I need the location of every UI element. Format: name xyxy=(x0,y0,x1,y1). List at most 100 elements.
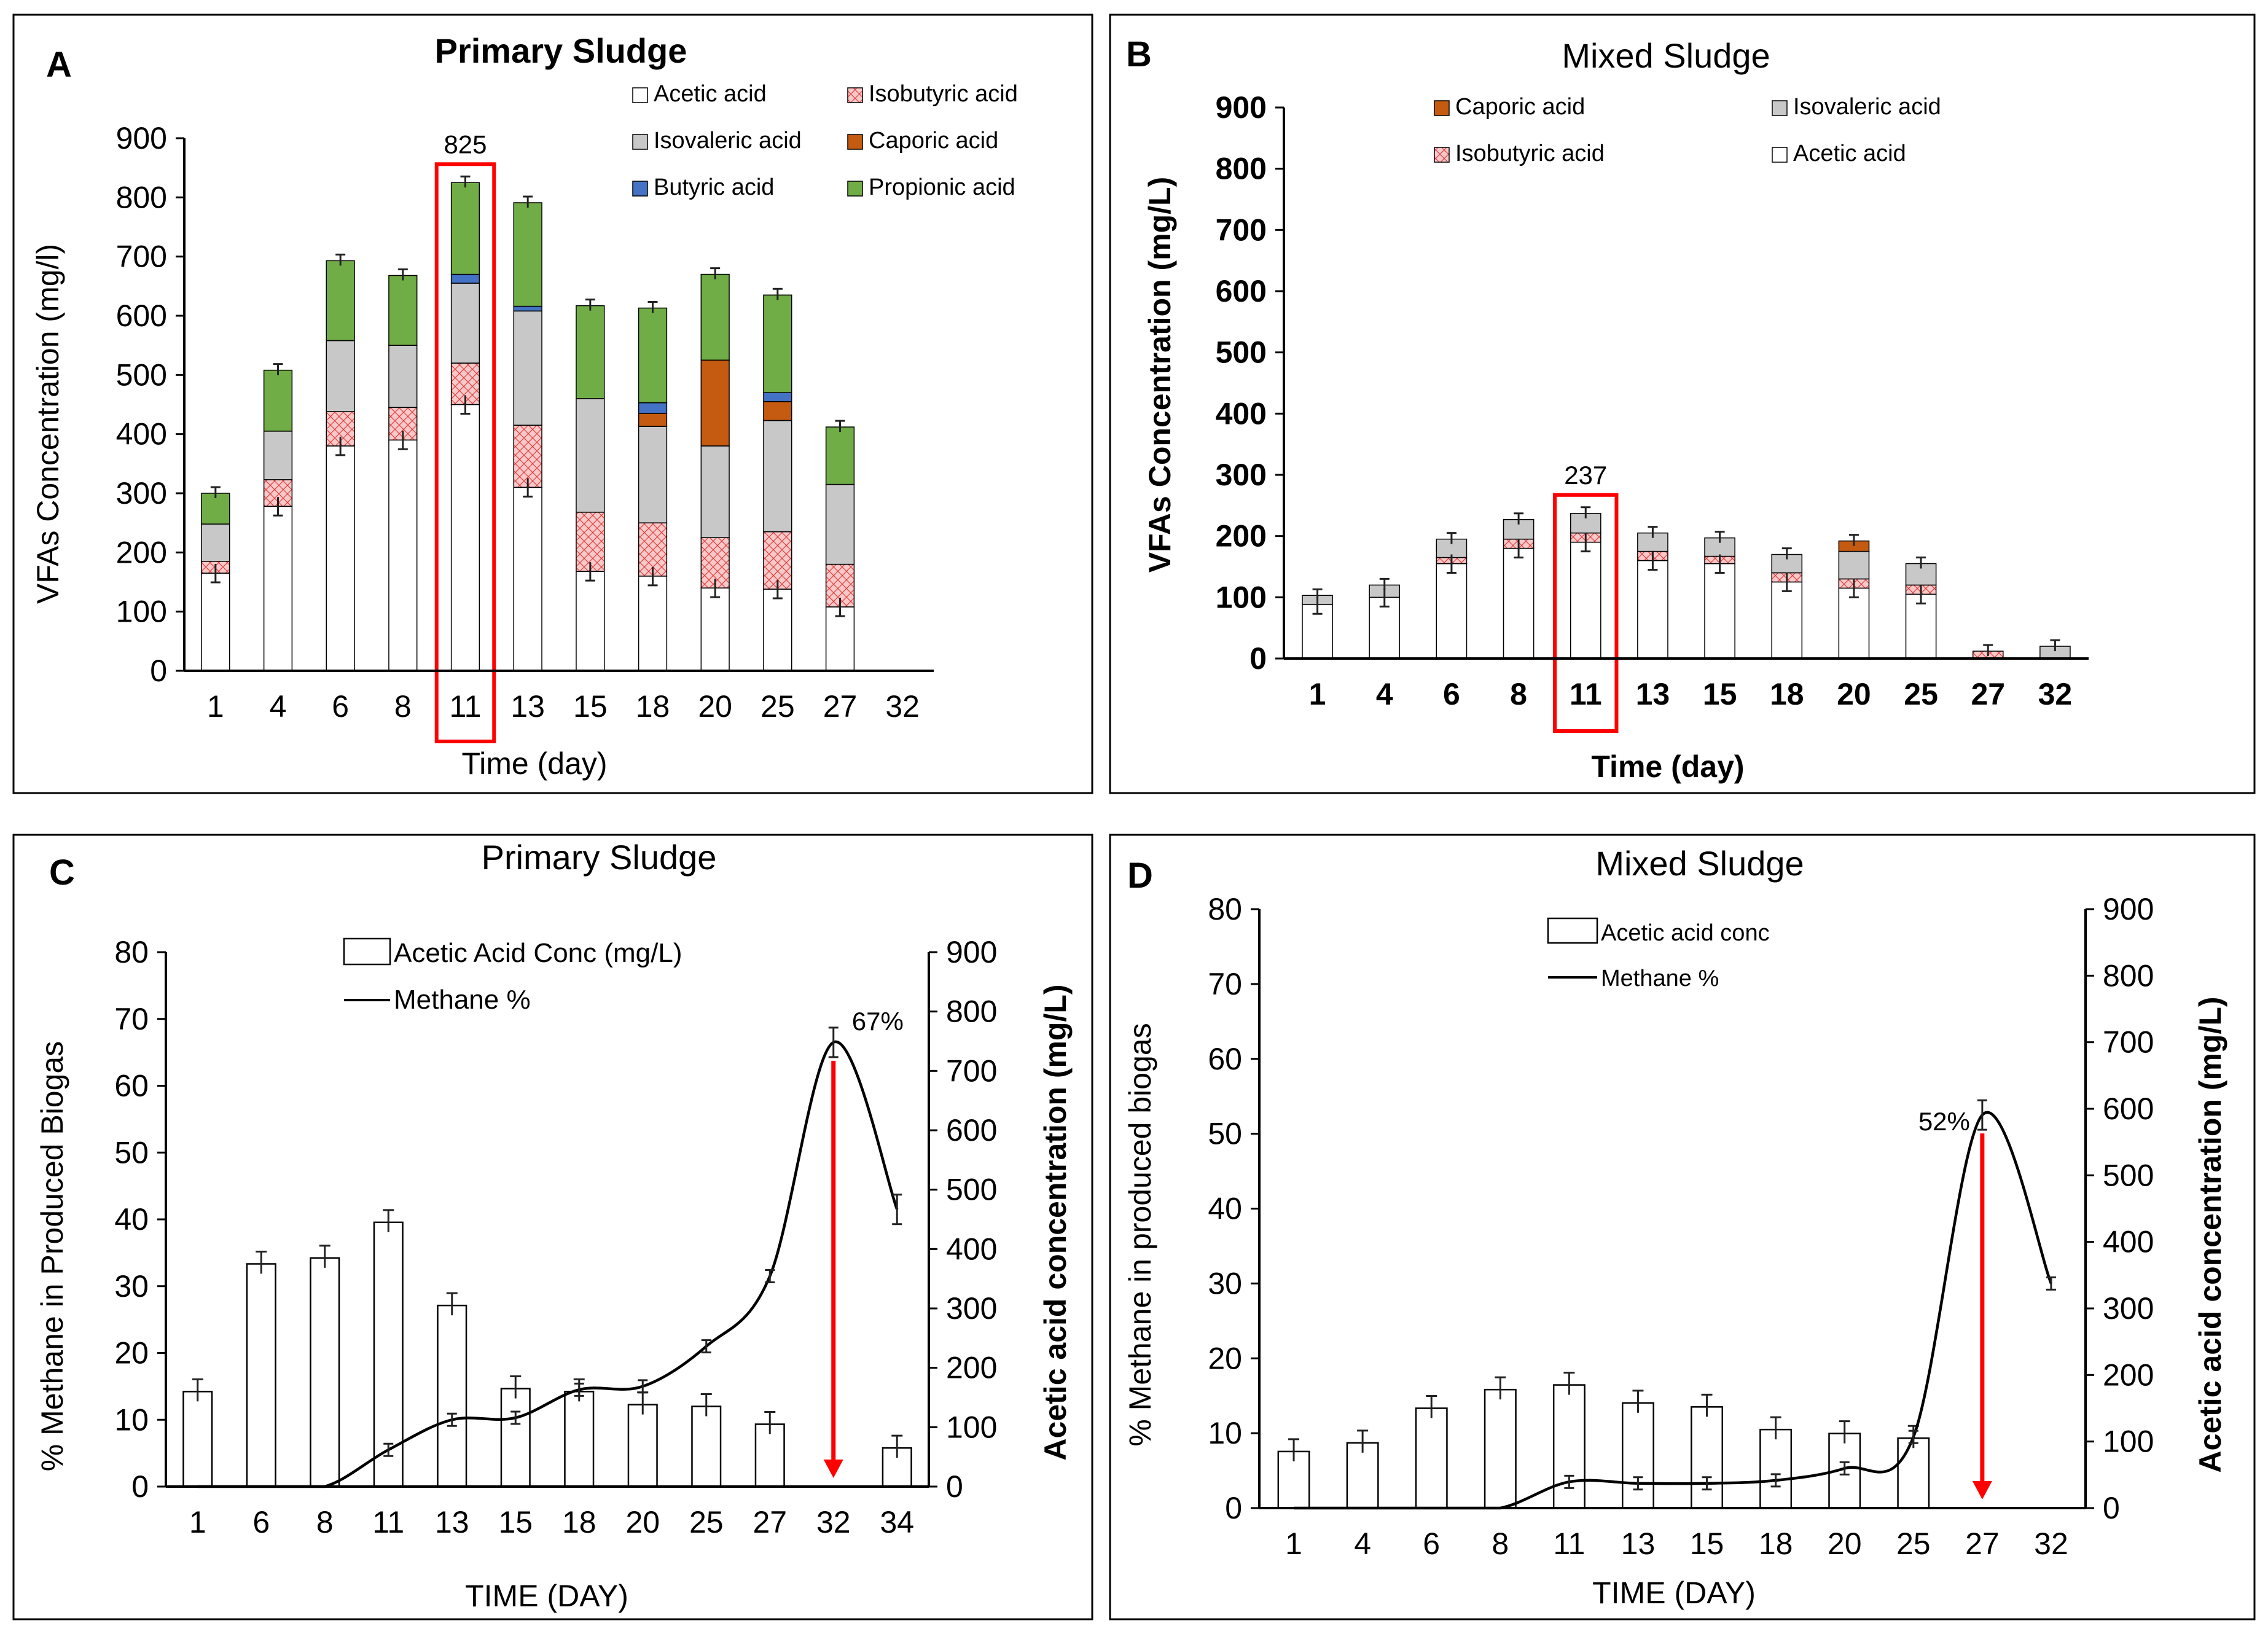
panel-c-frame xyxy=(12,834,1093,1620)
bar-isovaleric-acid xyxy=(326,340,355,412)
bar-isovaleric-acid xyxy=(201,523,230,562)
legend-swatch-caporic-acid xyxy=(1434,100,1450,116)
y-left-tick-label: 70 xyxy=(114,1002,149,1036)
acetic-bar xyxy=(500,1388,531,1488)
y-left-tick-label: 50 xyxy=(114,1135,149,1170)
bar-isovaleric-acid xyxy=(263,431,293,480)
bar-propionic-acid xyxy=(450,182,480,275)
y-right-tick-label: 200 xyxy=(946,1351,997,1385)
x-tick-label: 6 xyxy=(1423,1526,1440,1561)
y-right-tick-label: 700 xyxy=(2103,1025,2154,1060)
x-tick-label: 6 xyxy=(252,1505,270,1539)
legend-swatch-isovaleric-acid xyxy=(632,134,648,150)
x-tick-label: 27 xyxy=(1965,1526,2000,1561)
x-tick-label: 13 xyxy=(435,1505,469,1539)
legend-label-acetic-acid: Acetic acid xyxy=(1793,141,1906,166)
highlight-label: 825 xyxy=(444,130,487,158)
acetic-bar xyxy=(1346,1442,1379,1509)
bar-propionic-acid xyxy=(700,273,730,361)
y-right-tick-label: 300 xyxy=(946,1291,997,1326)
panel-d-xlabel: TIME (DAY) xyxy=(1592,1576,1756,1610)
bar-isovaleric-acid xyxy=(763,420,792,533)
panel-d-chart: D Mixed Sludge TIME (DAY) % Methane in p… xyxy=(1109,834,2256,1620)
y-left-tick-label: 60 xyxy=(114,1069,149,1103)
y-left-tick-label: 40 xyxy=(114,1202,149,1237)
y-left-tick-label: 50 xyxy=(1208,1117,1242,1151)
y-tick-label: 700 xyxy=(116,240,167,274)
bar-acetic-acid xyxy=(1905,593,1937,659)
legend-label-propionic-acid: Propionic acid xyxy=(869,174,1015,200)
x-tick-label: 18 xyxy=(636,689,670,724)
y-right-tick-label: 100 xyxy=(2103,1425,2154,1459)
x-tick-label: 1 xyxy=(1285,1526,1302,1561)
x-tick-label: 4 xyxy=(1354,1526,1371,1561)
y-left-tick-label: 80 xyxy=(1208,892,1242,926)
legend-line-label: Methane % xyxy=(1601,966,1719,991)
x-tick-label: 32 xyxy=(885,689,920,724)
y-tick-label: 500 xyxy=(1216,335,1267,370)
y-left-tick-label: 0 xyxy=(131,1469,149,1504)
legend-swatch-isobutyric-acid xyxy=(847,87,863,103)
bar-propionic-acid xyxy=(576,305,605,399)
bar-isovaleric-acid xyxy=(388,345,418,408)
bar-acetic-acid xyxy=(1570,541,1601,659)
bar-isovaleric-acid xyxy=(576,398,605,513)
highlight-label: 237 xyxy=(1564,461,1607,490)
y-tick-label: 100 xyxy=(1216,580,1267,614)
legend-label-isovaleric-acid: Isovaleric acid xyxy=(1793,94,1941,120)
x-tick-label: 20 xyxy=(1828,1526,1862,1561)
y-right-tick-label: 0 xyxy=(946,1469,963,1504)
y-left-tick-label: 0 xyxy=(1225,1491,1242,1525)
y-right-tick-label: 400 xyxy=(946,1232,997,1266)
acetic-bar xyxy=(1484,1388,1517,1509)
panel-b-xlabel: Time (day) xyxy=(1591,749,1744,784)
legend-bar-swatch xyxy=(1547,917,1598,944)
x-tick-label: 25 xyxy=(1904,677,1938,711)
y-left-tick-label: 30 xyxy=(114,1269,149,1304)
y-tick-label: 200 xyxy=(1216,519,1267,553)
bar-butyric-acid xyxy=(513,305,542,312)
panel-c-letter: C xyxy=(49,853,75,893)
x-tick-label: 20 xyxy=(698,689,732,724)
legend-label-acetic-acid: Acetic acid xyxy=(654,81,767,107)
bar-propionic-acid xyxy=(326,260,355,342)
y-right-tick-label: 800 xyxy=(946,995,997,1029)
y-tick-label: 800 xyxy=(116,180,167,214)
x-tick-label: 32 xyxy=(2038,677,2073,711)
y-right-tick-label: 500 xyxy=(946,1173,997,1207)
x-tick-label: 13 xyxy=(510,689,545,724)
bar-acetic-acid xyxy=(201,573,230,671)
bar-isovaleric-acid xyxy=(450,283,480,364)
acetic-bar xyxy=(182,1391,213,1488)
y-left-tick-label: 20 xyxy=(1208,1341,1242,1375)
y-left-tick-label: 20 xyxy=(114,1336,149,1370)
panel-b-letter: B xyxy=(1126,34,1152,74)
y-right-tick-label: 400 xyxy=(2103,1225,2154,1259)
bar-acetic-acid xyxy=(388,439,418,671)
x-tick-label: 4 xyxy=(270,689,287,724)
acetic-bar xyxy=(691,1405,722,1488)
acetic-bar xyxy=(564,1391,595,1488)
x-tick-label: 8 xyxy=(316,1505,334,1539)
acetic-bar xyxy=(310,1257,340,1488)
bar-propionic-acid xyxy=(825,426,855,485)
y-left-tick-label: 10 xyxy=(114,1402,149,1437)
x-tick-label: 8 xyxy=(394,689,412,724)
acetic-bar xyxy=(1759,1428,1793,1509)
y-left-tick-label: 60 xyxy=(1208,1042,1242,1076)
x-tick-label: 27 xyxy=(823,689,858,724)
bar-acetic-acid xyxy=(326,445,355,671)
y-tick-label: 400 xyxy=(116,417,167,452)
x-tick-label: 18 xyxy=(1770,677,1804,711)
legend-label-caporic-acid: Caporic acid xyxy=(1455,94,1585,120)
x-tick-label: 6 xyxy=(1443,677,1460,711)
panel-c-title: Primary Sludge xyxy=(482,838,717,877)
panel-b-ylabel: VFAs Concentration (mg/L) xyxy=(1143,177,1177,573)
acetic-bar xyxy=(1415,1407,1448,1509)
y-left-tick-label: 10 xyxy=(1208,1416,1242,1450)
y-tick-label: 0 xyxy=(1249,641,1267,676)
x-tick-label: 11 xyxy=(372,1505,404,1539)
x-tick-label: 8 xyxy=(1510,677,1527,711)
x-tick-label: 11 xyxy=(1570,677,1602,711)
panel-c-ylabel-left: % Methane in Produced Biogas xyxy=(35,1041,69,1471)
